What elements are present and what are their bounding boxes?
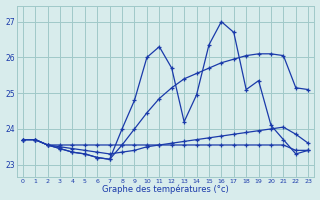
X-axis label: Graphe des températures (°c): Graphe des températures (°c): [102, 185, 229, 194]
